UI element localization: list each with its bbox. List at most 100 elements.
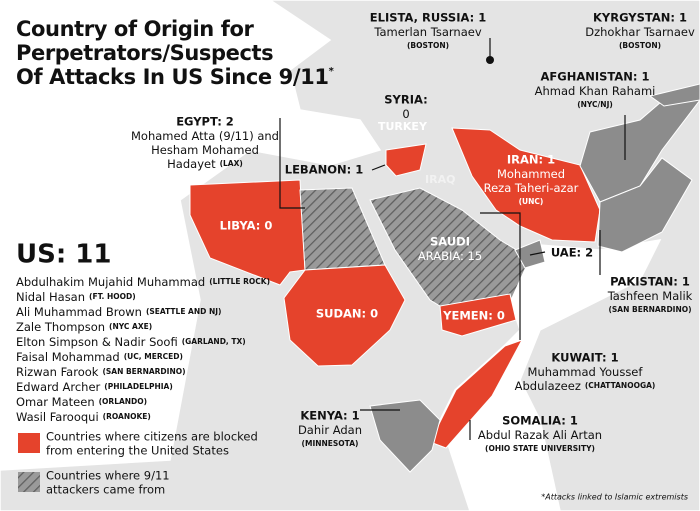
title-line: Perpetrators/Suspects — [16, 41, 273, 65]
label-text: Ahmad Khan Rahami — [535, 84, 656, 98]
us-note: (FT. HOOD) — [89, 292, 136, 301]
us-person: Abdulhakim Mujahid Muhammad (LITTLE ROCK) — [16, 275, 270, 289]
label-text: Abdulazeez — [515, 379, 581, 393]
title-mark: * — [329, 66, 335, 77]
legend-swatch-red — [18, 433, 40, 453]
label-line: Dahir Adan — [298, 423, 362, 437]
label-line: Hadayet (LAX) — [167, 157, 243, 171]
label-line: Reza Taheri-azar — [484, 181, 579, 195]
label-note: (UNC) — [519, 197, 544, 206]
us-name: Edward Archer — [16, 380, 101, 394]
label-line: 0 — [402, 107, 409, 121]
label-line: Tashfeen Malik — [607, 289, 693, 303]
label-line: Mohamed Atta (9/11) and — [131, 129, 279, 143]
us-note: (UC, MERCED) — [124, 352, 183, 361]
label-title: SYRIA: — [384, 93, 427, 107]
us-person: Omar Mateen (ORLANDO) — [16, 395, 147, 409]
label-note: (OHIO STATE UNIVERSITY) — [485, 444, 595, 453]
label-text: Tashfeen Malik — [607, 289, 693, 303]
label-text: Dahir Adan — [298, 423, 362, 437]
title-text: Of Attacks In US Since 9/11 — [16, 65, 329, 89]
us-note: (NYC AXE) — [109, 322, 152, 331]
label-note: (NYC/NJ) — [577, 100, 613, 109]
us-person: Elton Simpson & Nadir Soofi (GARLAND, TX) — [16, 335, 246, 349]
legend-text: attackers came from — [46, 483, 165, 497]
label-line: Mohammed — [497, 167, 565, 181]
sudan — [283, 264, 406, 367]
legend-text: Countries where 9/11 — [46, 469, 170, 483]
label-note: (MINNESOTA) — [302, 439, 359, 448]
label-title: UAE: 2 — [551, 246, 593, 260]
us-name: Elton Simpson & Nadir Soofi — [16, 335, 178, 349]
place-label: TURKEY — [378, 120, 428, 133]
us-note: (SEATTLE AND NJ) — [146, 307, 222, 316]
label-title: LIBYA: 0 — [220, 219, 273, 233]
label-title: KUWAIT: 1 — [551, 351, 618, 365]
us-note: (ORLANDO) — [99, 397, 147, 406]
us-name: Omar Mateen — [16, 395, 95, 409]
label-line: Dzhokhar Tsarnaev — [585, 25, 695, 39]
label-title: SUDAN: 0 — [316, 307, 378, 321]
us-person: Edward Archer (PHILADELPHIA) — [16, 380, 173, 394]
label-line: (BOSTON) — [407, 41, 449, 50]
title-line: Country of Origin for — [16, 17, 254, 41]
label-title: KYRGYSTAN: 1 — [593, 11, 687, 25]
somalia — [429, 339, 524, 449]
us-title: US: 11 — [16, 240, 111, 270]
label-text: 0 — [402, 107, 409, 121]
us-person: Rizwan Farook (SAN BERNARDINO) — [16, 365, 186, 379]
label-text: Muhammad Youssef — [528, 365, 644, 379]
us-note: (ROANOKE) — [103, 412, 151, 421]
us-note: (PHILADELPHIA) — [104, 382, 173, 391]
label-line: Abdul Razak Ali Artan — [478, 428, 602, 442]
yemen — [439, 293, 517, 337]
title-text: Country of Origin for — [16, 17, 254, 41]
label-line: (UNC) — [519, 197, 544, 206]
label-text: Hesham Mohamed — [151, 143, 259, 157]
label-note: (BOSTON) — [407, 41, 449, 50]
leader — [480, 212, 521, 340]
marker — [486, 56, 494, 64]
pakistan — [597, 157, 693, 253]
label-note: (BOSTON) — [619, 41, 661, 50]
footnote: *Attacks linked to Islamic extremists — [541, 493, 688, 502]
us-person: Faisal Mohammad (UC, MERCED) — [16, 350, 183, 364]
label-line: (MINNESOTA) — [302, 439, 359, 448]
leader — [371, 164, 386, 171]
label-text: Mohamed Atta (9/11) and — [131, 129, 279, 143]
us-name: Rizwan Farook — [16, 365, 99, 379]
label-text: Tamerlan Tsarnaev — [373, 25, 481, 39]
legend-text: Countries where citizens are blocked — [46, 430, 258, 444]
us-name: Nidal Hasan — [16, 290, 85, 304]
kenya — [369, 399, 441, 473]
label-title: SOMALIA: 1 — [502, 414, 578, 428]
label-title: EGYPT: 2 — [176, 115, 234, 129]
label-text: ARABIA: 15 — [418, 249, 482, 263]
saudi-arabia — [369, 187, 531, 313]
us-person: Ali Muhammad Brown (SEATTLE AND NJ) — [16, 305, 221, 319]
leader — [279, 118, 305, 209]
label-line: ARABIA: 15 — [418, 249, 482, 263]
us-note: (SAN BERNARDINO) — [102, 367, 185, 376]
label-text: Abdul Razak Ali Artan — [478, 428, 602, 442]
text-layer: Country of Origin forPerpetrators/Suspec… — [16, 11, 695, 502]
label-line: Abdulazeez (CHATTANOOGA) — [515, 379, 656, 393]
us-person: Zale Thompson (NYC AXE) — [16, 320, 152, 334]
us-name: Wasil Farooqui — [16, 410, 99, 424]
label-line: (SAN BERNARDINO) — [608, 305, 691, 314]
legend-text: from entering the United States — [46, 444, 229, 458]
label-line: Hesham Mohamed — [151, 143, 259, 157]
label-text: Dzhokhar Tsarnaev — [585, 25, 695, 39]
us-note: (LITTLE ROCK) — [209, 277, 270, 286]
us-person: Wasil Farooqui (ROANOKE) — [16, 410, 151, 424]
us-note: (GARLAND, TX) — [182, 337, 246, 346]
label-line: Ahmad Khan Rahami — [535, 84, 656, 98]
label-title: PAKISTAN: 1 — [610, 275, 690, 289]
label-line: Muhammad Youssef — [528, 365, 644, 379]
label-title: SAUDI — [430, 235, 470, 249]
label-line: Tamerlan Tsarnaev — [373, 25, 481, 39]
syria — [385, 143, 427, 177]
label-note: (CHATTANOOGA) — [585, 381, 655, 390]
label-title: AFGHANISTAN: 1 — [541, 70, 650, 84]
label-title: LEBANON: 1 — [285, 163, 363, 177]
